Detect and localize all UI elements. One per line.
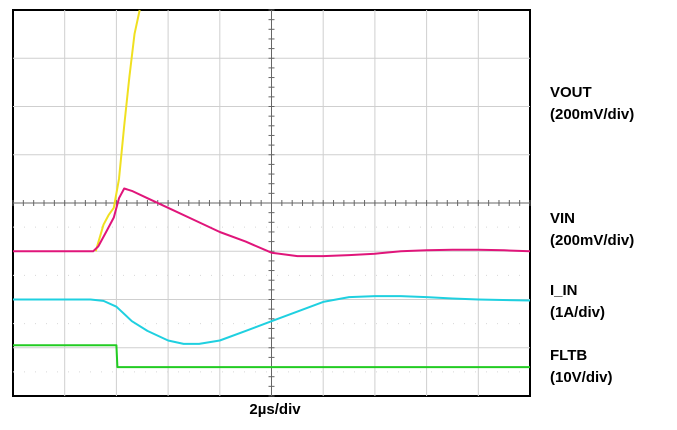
vin-trace (13, 187, 531, 258)
fltb-trace (13, 344, 530, 369)
vout-scale: (200mV/div) (550, 106, 635, 123)
channel-label-fltb: FLTB (10V/div) (550, 345, 613, 389)
channel-label-iin: I_IN (1A/div) (550, 280, 605, 324)
vout-trace (94, 9, 141, 252)
trace-group (13, 9, 531, 369)
vout-name: VOUT (550, 84, 592, 101)
vin-scale: (200mV/div) (550, 232, 635, 249)
channel-label-vin: VIN (200mV/div) (550, 208, 634, 252)
fltb-name: FLTB (550, 347, 588, 364)
center-axes (12, 9, 531, 397)
fltb-scale: (10V/div) (550, 369, 613, 386)
channel-label-vout: VOUT (200mV/div) (550, 82, 634, 126)
vin-name: VIN (550, 210, 576, 227)
iin-trace (13, 295, 531, 345)
iin-name: I_IN (550, 282, 578, 299)
iin-scale: (1A/div) (550, 304, 606, 321)
x-axis-label: 2µs/div (249, 401, 301, 418)
